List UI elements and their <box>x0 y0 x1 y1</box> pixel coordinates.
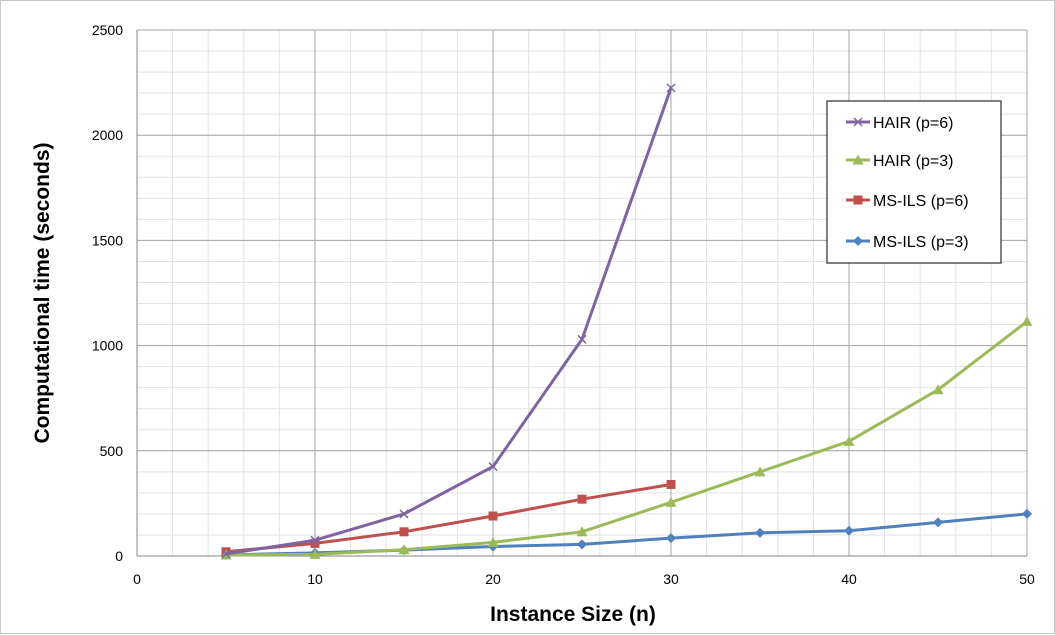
data-point <box>933 517 943 528</box>
y-tick-label: 500 <box>100 443 124 459</box>
data-point <box>577 334 587 344</box>
legend-marker <box>853 236 863 246</box>
x-tick-label: 0 <box>133 571 141 587</box>
data-point <box>399 509 409 519</box>
legend-item: HAIR (p=3) <box>846 153 953 170</box>
data-point <box>488 462 498 472</box>
data-point <box>576 526 588 537</box>
data-point <box>398 544 410 555</box>
legend-label: HAIR (p=3) <box>873 153 953 170</box>
data-point <box>310 535 320 545</box>
series-0 <box>221 83 676 559</box>
series-line <box>225 512 1028 557</box>
series-layer <box>220 83 1033 560</box>
data-point <box>1022 508 1032 519</box>
y-axis-tick-labels: 0 500 1000 1500 2000 2500 <box>92 22 123 564</box>
data-point <box>666 533 676 544</box>
legend-item: MS-ILS (p=3) <box>846 234 969 251</box>
data-point <box>666 83 676 93</box>
data-point <box>221 549 231 559</box>
legend-item: HAIR (p=6) <box>846 115 953 132</box>
data-point <box>310 538 320 548</box>
data-point <box>844 525 854 536</box>
series-line <box>225 320 1028 557</box>
legend-marker <box>853 195 863 205</box>
data-point <box>577 494 587 504</box>
data-point <box>666 479 676 489</box>
data-point <box>755 527 765 538</box>
y-tick-label: 1000 <box>92 338 123 354</box>
series-1 <box>220 315 1033 560</box>
y-tick-label: 0 <box>115 548 123 564</box>
legend-label: MS-ILS (p=6) <box>873 193 969 210</box>
x-tick-label: 10 <box>307 571 323 587</box>
x-tick-label: 50 <box>1019 571 1035 587</box>
legend-box <box>826 100 1002 264</box>
x-tick-label: 40 <box>841 571 857 587</box>
legend-label: MS-ILS (p=3) <box>873 234 969 251</box>
data-point <box>577 539 587 550</box>
legend-label: HAIR (p=6) <box>873 115 953 132</box>
data-point <box>843 435 855 446</box>
x-axis-title: Instance Size (n) <box>490 603 656 626</box>
y-axis-title: Computational time (seconds) <box>31 142 54 443</box>
x-tick-label: 30 <box>663 571 679 587</box>
y-tick-label: 2500 <box>92 22 123 38</box>
series-line <box>225 482 672 554</box>
legend-marker <box>852 154 864 165</box>
x-tick-label: 20 <box>485 571 501 587</box>
data-point <box>487 536 499 547</box>
legend-marker <box>853 117 863 127</box>
data-point <box>1021 315 1033 326</box>
legend-item: MS-ILS (p=6) <box>846 193 969 210</box>
data-point <box>754 466 766 477</box>
y-tick-label: 1500 <box>92 232 123 248</box>
legend: HAIR (p=6) HAIR (p=3) MS-ILS (p=6) MS-ILS (… <box>826 100 1002 264</box>
data-point <box>932 384 944 395</box>
y-tick-label: 2000 <box>92 127 123 143</box>
data-point <box>309 548 321 559</box>
x-axis-tick-labels: 0 10 20 30 40 50 <box>133 571 1035 587</box>
data-point <box>488 511 498 521</box>
data-point <box>665 496 677 507</box>
series-line <box>225 87 673 556</box>
data-point <box>399 527 409 537</box>
